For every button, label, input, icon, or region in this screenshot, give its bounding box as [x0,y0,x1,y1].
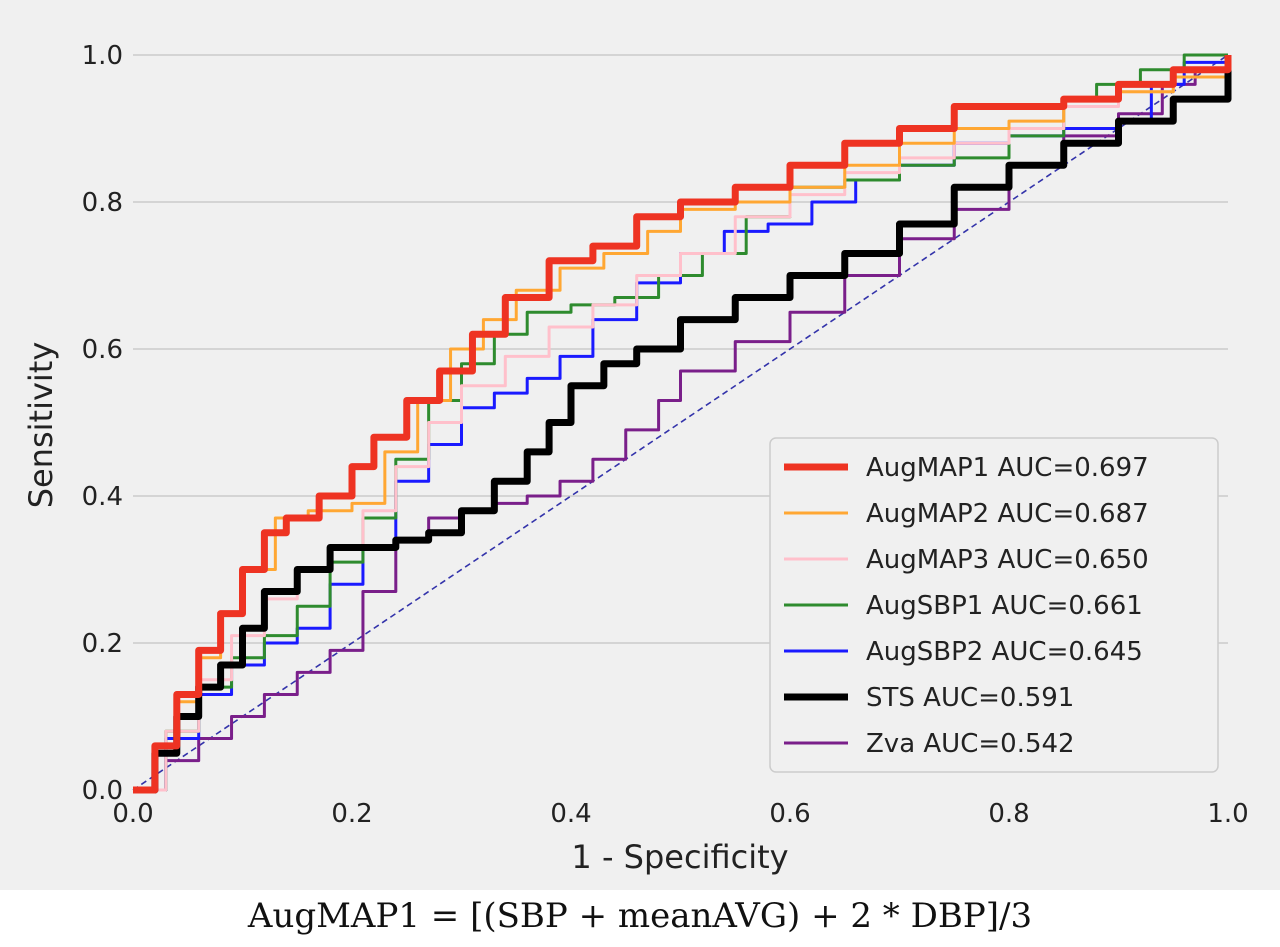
series-lines [133,53,1232,794]
legend-entry: AugSBP1 AUC=0.661 [866,591,1143,621]
legend: AugMAP1 AUC=0.697 AugMAP2 AUC=0.687 AugMAP… [769,437,1219,773]
y-tick-label: 0.0 [82,776,123,806]
legend-box [769,437,1219,773]
legend-entry: AugSBP2 AUC=0.645 [866,637,1143,667]
legend-entry: STS AUC=0.591 [866,683,1074,713]
series-line-augmap1 [133,55,1232,794]
x-tick-label: 0.6 [769,799,810,829]
x-tick-label: 0.8 [988,799,1029,829]
y-tick-label: 0.8 [82,188,123,218]
legend-entry: AugMAP3 AUC=0.650 [866,545,1149,575]
series-line-sts [133,55,1232,794]
x-tick-label: 1.0 [1207,799,1248,829]
legend-entry: AugMAP2 AUC=0.687 [866,499,1149,529]
x-axis-label: 1 - Specificity [571,838,788,876]
x-tick-label: 0.2 [331,799,372,829]
y-tick-label: 1.0 [82,41,123,71]
y-tick-label: 0.4 [82,482,123,512]
y-tick-label: 0.6 [82,335,123,365]
legend-entry: AugMAP1 AUC=0.697 [866,453,1149,483]
x-tick-label: 0.0 [112,799,153,829]
y-axis-label: Sensitivity [22,342,60,509]
axis-ticks: 0.0 0.2 0.4 0.6 0.8 1.0 0.0 0.2 0.4 0.6 0.8 1.0 [82,41,1249,829]
legend-entry: Zva AUC=0.542 [866,729,1075,759]
formula-caption: AugMAP1 = [(SBP + meanAVG) + 2 * DBP]/3 [247,896,1033,936]
x-tick-label: 0.4 [550,799,591,829]
series-line-augmap3 [133,55,1230,792]
y-tick-label: 0.2 [82,629,123,659]
